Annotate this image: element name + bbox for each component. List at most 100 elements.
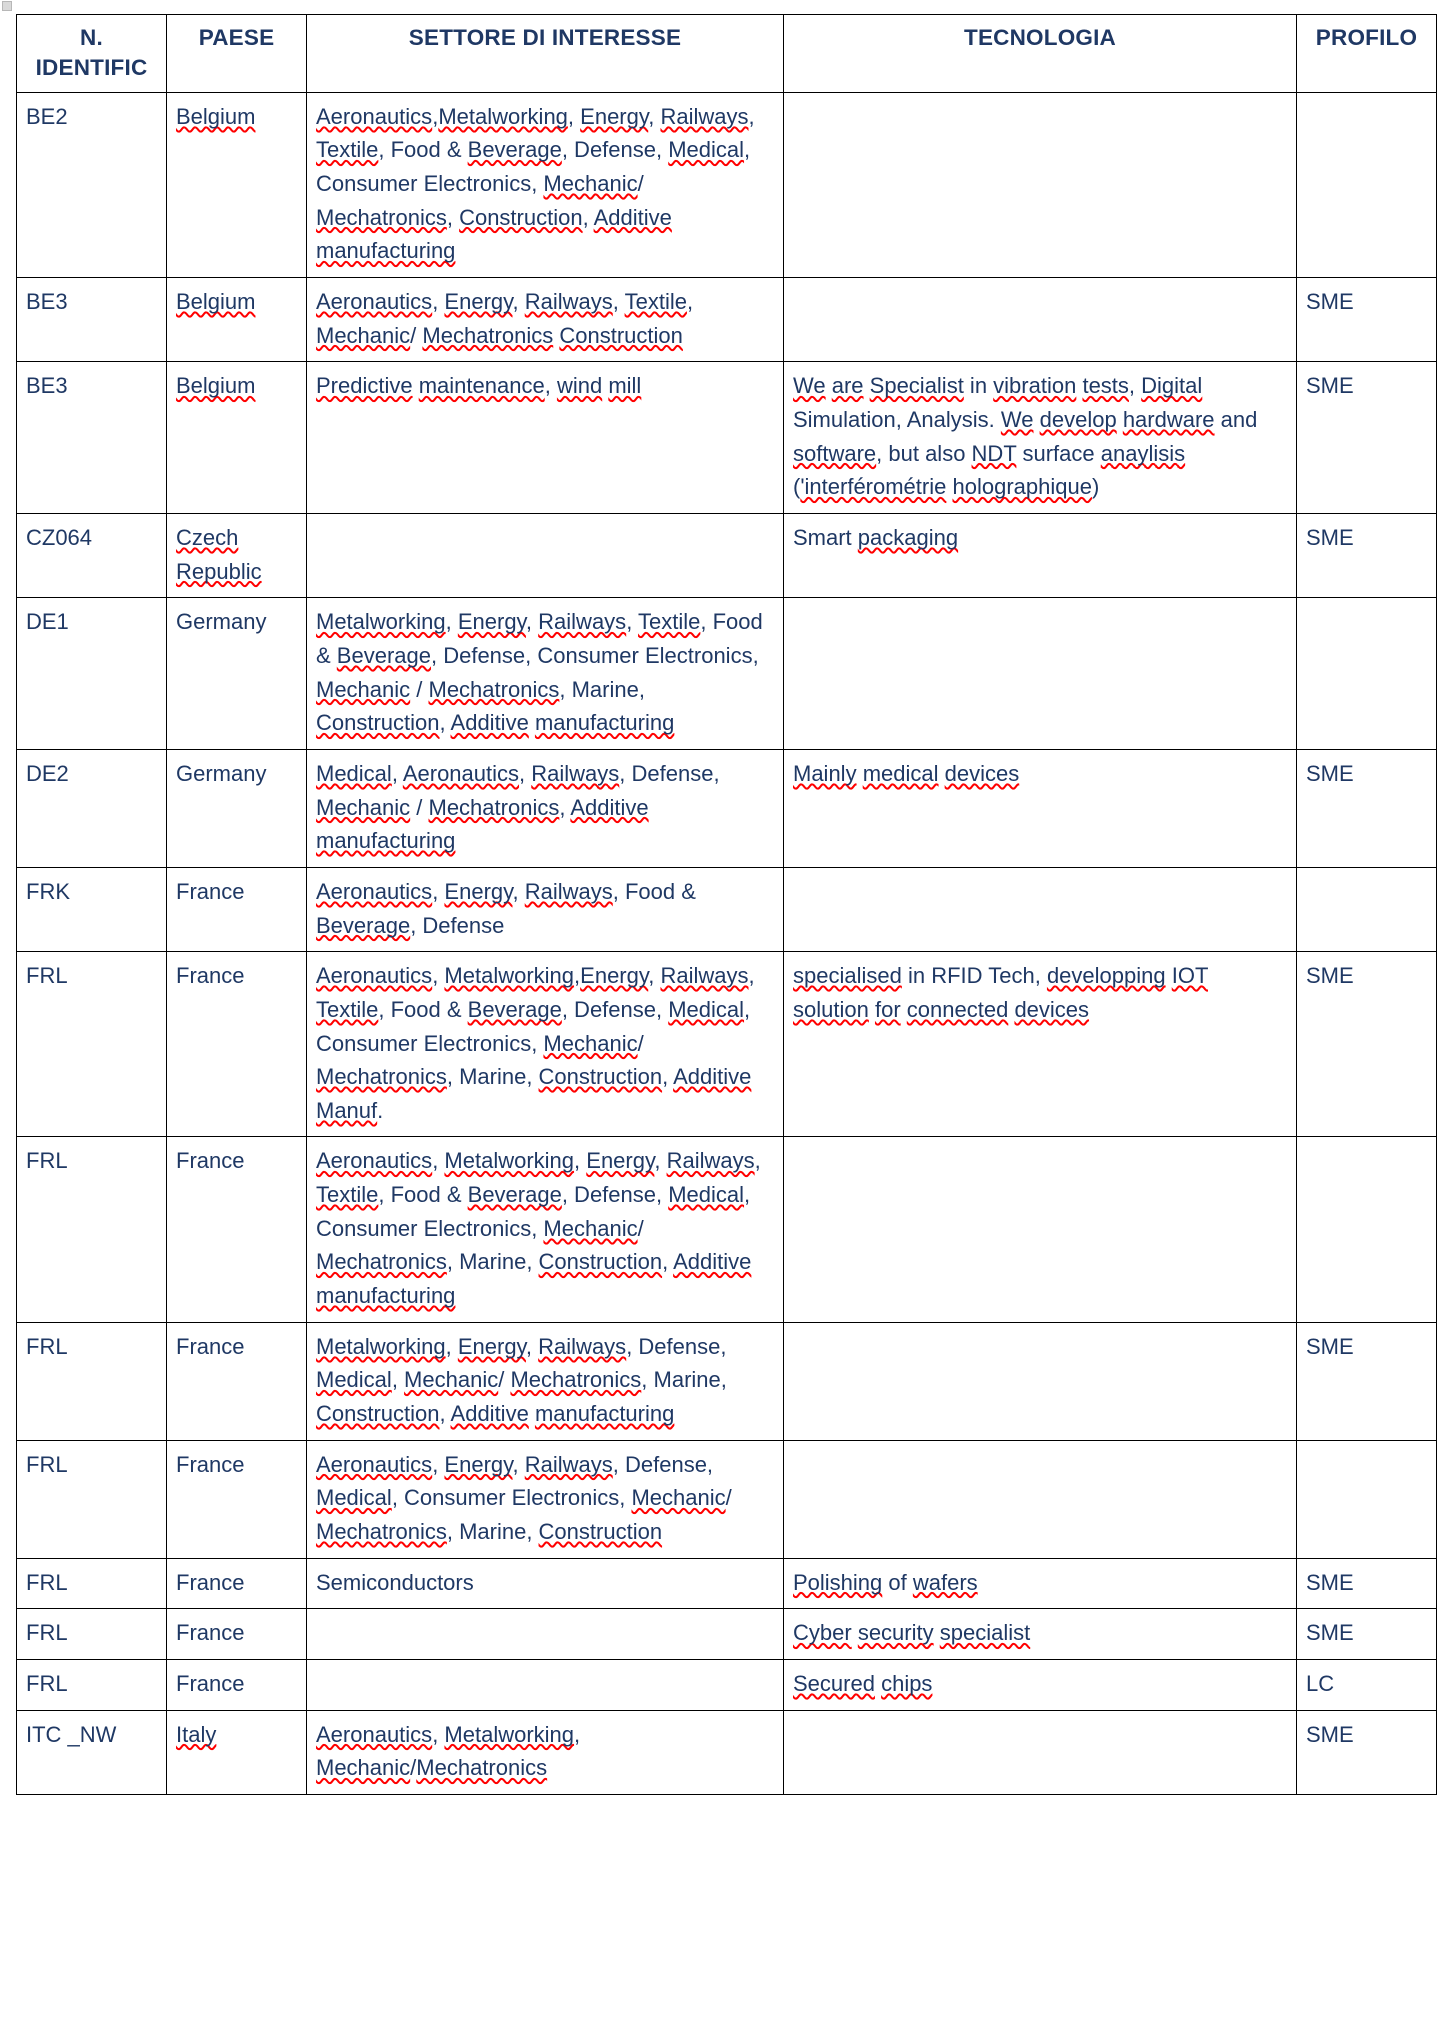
cell-profilo bbox=[1296, 91, 1437, 279]
cell-n-identific: FRL bbox=[16, 1659, 167, 1711]
table-body: BE2 Belgium Aeronautics,Metalworking, Ener… bbox=[16, 91, 1437, 1795]
cell-tecnologia-text: Mainly medical devices bbox=[793, 760, 1020, 786]
cell-n-identific: FRL bbox=[16, 951, 167, 1138]
table-row: FRK France Aeronautics, Energy, Railways, … bbox=[16, 866, 1437, 953]
cell-profilo-text: SME bbox=[1306, 760, 1354, 786]
cell-paese: Belgium bbox=[166, 91, 307, 279]
cell-settore-text: Metalworking, Energy, Railways, Defense,… bbox=[316, 1333, 733, 1427]
cell-tecnologia: Mainly medical devices bbox=[783, 748, 1297, 868]
cell-n-identific-text: FRL bbox=[26, 1569, 68, 1595]
cell-settore: Predictive maintenance, wind mill bbox=[306, 361, 784, 514]
table-move-handle-icon[interactable] bbox=[2, 1, 12, 11]
cell-tecnologia-text: Smart packaging bbox=[793, 524, 959, 550]
cell-paese: Italy bbox=[166, 1709, 307, 1795]
cell-settore-text: Predictive maintenance, wind mill bbox=[316, 373, 642, 399]
cell-n-identific: ITC _NW bbox=[16, 1709, 167, 1795]
cell-n-identific: FRL bbox=[16, 1557, 167, 1610]
cell-paese-text: Germany bbox=[176, 609, 267, 635]
cell-tecnologia-text: Secured chips bbox=[793, 1671, 933, 1696]
cell-settore-text: Aeronautics, Energy, Railways, Food & Be… bbox=[316, 878, 703, 938]
cell-profilo bbox=[1296, 1136, 1437, 1323]
cell-n-identific: FRL bbox=[16, 1136, 167, 1323]
cell-tecnologia-text: specialised in RFID Tech, developping IO… bbox=[793, 963, 1208, 1022]
cell-settore: Semiconductors bbox=[306, 1557, 784, 1610]
cell-paese: France bbox=[166, 1439, 307, 1559]
cell-settore: Metalworking, Energy, Railways, Textile,… bbox=[306, 597, 784, 750]
cell-paese: Germany bbox=[166, 597, 307, 750]
cell-profilo-text: SME bbox=[1306, 524, 1354, 550]
cell-tecnologia bbox=[783, 277, 1297, 363]
cell-paese: France bbox=[166, 951, 307, 1138]
cell-paese-text: Belgium bbox=[176, 373, 256, 399]
cell-n-identific-text: FRL bbox=[26, 963, 68, 989]
cell-profilo bbox=[1296, 1439, 1437, 1559]
cell-n-identific-text: FRL bbox=[26, 1671, 68, 1696]
table-row: FRL France Semiconductors Polishing of wafe… bbox=[16, 1557, 1437, 1610]
cell-paese: Belgium bbox=[166, 361, 307, 514]
column-header-n-identific: N. IDENTIFIC bbox=[16, 14, 167, 93]
cell-settore: Aeronautics, Metalworking,Energy, Railwa… bbox=[306, 951, 784, 1138]
cell-tecnologia: Polishing of wafers bbox=[783, 1557, 1297, 1610]
cell-tecnologia: specialised in RFID Tech, developping IO… bbox=[783, 951, 1297, 1138]
cell-settore-text: Metalworking, Energy, Railways, Textile,… bbox=[316, 609, 769, 736]
cell-paese-text: France bbox=[176, 1333, 245, 1359]
table-row: ITC _NW Italy Aeronautics, Metalworking, M… bbox=[16, 1709, 1437, 1795]
table-header-row: N. IDENTIFIC PAESE SETTORE DI INTERESSE … bbox=[16, 14, 1437, 93]
cell-profilo: SME bbox=[1296, 1557, 1437, 1610]
cell-paese: France bbox=[166, 1557, 307, 1610]
cell-n-identific-text: FRL bbox=[26, 1620, 68, 1646]
cell-n-identific: CZ064 bbox=[16, 512, 167, 599]
cell-settore: Aeronautics,Metalworking, Energy, Railwa… bbox=[306, 91, 784, 279]
cell-paese: France bbox=[166, 1659, 307, 1711]
cell-paese-text: France bbox=[176, 1451, 245, 1477]
column-header-profilo-label: PROFILO bbox=[1315, 25, 1418, 50]
cell-profilo: LC bbox=[1296, 1659, 1437, 1711]
cell-paese: Belgium bbox=[166, 277, 307, 363]
table-container: N. IDENTIFIC PAESE SETTORE DI INTERESSE … bbox=[16, 14, 1437, 1795]
table-row: DE1 Germany Metalworking, Energy, Railways… bbox=[16, 597, 1437, 750]
cell-n-identific: DE2 bbox=[16, 748, 167, 868]
table-row: FRL France Aeronautics, Metalworking, Ener… bbox=[16, 1136, 1437, 1323]
column-header-paese: PAESE bbox=[166, 14, 307, 93]
cell-paese-text: France bbox=[176, 1569, 245, 1595]
cell-profilo: SME bbox=[1296, 512, 1437, 599]
cell-profilo bbox=[1296, 597, 1437, 750]
cell-paese-text: Belgium bbox=[176, 103, 256, 129]
cell-tecnologia bbox=[783, 597, 1297, 750]
cell-tecnologia bbox=[783, 866, 1297, 953]
cell-settore-text: Aeronautics, Metalworking,Energy, Railwa… bbox=[316, 963, 761, 1123]
cell-paese-text: France bbox=[176, 1671, 245, 1696]
cell-profilo-text: LC bbox=[1306, 1671, 1335, 1696]
cell-settore-text: Semiconductors bbox=[316, 1569, 474, 1595]
cell-settore-text: Aeronautics, Energy, Railways, Defense, … bbox=[316, 1451, 738, 1545]
cell-settore-text: Aeronautics,Metalworking, Energy, Railwa… bbox=[316, 103, 761, 264]
cell-tecnologia: Cyber security specialist bbox=[783, 1608, 1297, 1660]
cell-profilo-text: SME bbox=[1306, 1620, 1354, 1646]
cell-settore: Medical, Aeronautics, Railways, Defense,… bbox=[306, 748, 784, 868]
cell-settore: Aeronautics, Metalworking, Mechanic/Mech… bbox=[306, 1709, 784, 1795]
cell-tecnologia bbox=[783, 1136, 1297, 1323]
table-row: FRL France Secured chips LC bbox=[16, 1659, 1437, 1711]
cell-profilo: SME bbox=[1296, 1709, 1437, 1795]
cell-profilo-text: SME bbox=[1306, 1721, 1354, 1747]
table-header: N. IDENTIFIC PAESE SETTORE DI INTERESSE … bbox=[16, 14, 1437, 93]
cell-n-identific: FRL bbox=[16, 1439, 167, 1559]
cell-paese-text: Czech Republic bbox=[176, 524, 262, 584]
column-header-n-identific-line2: IDENTIFIC bbox=[35, 55, 148, 81]
cell-n-identific-text: DE1 bbox=[26, 609, 69, 635]
column-header-tecnologia: TECNOLOGIA bbox=[783, 14, 1297, 93]
table-row: BE2 Belgium Aeronautics,Metalworking, Ener… bbox=[16, 91, 1437, 279]
cell-settore-text: Aeronautics, Metalworking, Energy, Railw… bbox=[316, 1148, 767, 1309]
cell-paese: France bbox=[166, 1136, 307, 1323]
cell-paese-text: Germany bbox=[176, 760, 267, 786]
cell-tecnologia: We are Specialist in vibration tests, Di… bbox=[783, 361, 1297, 514]
column-header-tecnologia-label: TECNOLOGIA bbox=[964, 25, 1116, 50]
cell-tecnologia-text: We are Specialist in vibration tests, Di… bbox=[793, 373, 1264, 500]
table-row: FRL France Aeronautics, Energy, Railways, … bbox=[16, 1439, 1437, 1559]
cell-profilo-text: SME bbox=[1306, 1333, 1354, 1359]
table-row: FRL France Aeronautics, Metalworking,Energ… bbox=[16, 951, 1437, 1138]
cell-paese-text: France bbox=[176, 1620, 245, 1646]
cell-n-identific: FRL bbox=[16, 1608, 167, 1660]
cell-paese: Germany bbox=[166, 748, 307, 868]
